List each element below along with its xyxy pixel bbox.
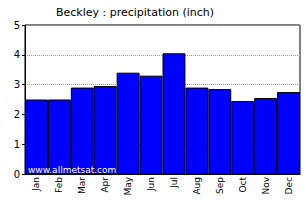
svg-text:Sep: Sep xyxy=(215,177,225,194)
svg-text:2: 2 xyxy=(14,109,20,120)
svg-text:0: 0 xyxy=(14,169,20,180)
svg-text:Dec: Dec xyxy=(284,177,294,194)
svg-text:Nov: Nov xyxy=(261,176,271,194)
svg-text:Beckley : precipitation (inch): Beckley : precipitation (inch) xyxy=(56,6,214,19)
svg-text:www.allmetsat.com: www.allmetsat.com xyxy=(28,165,116,175)
svg-text:Oct: Oct xyxy=(238,177,248,193)
svg-text:Apr: Apr xyxy=(100,177,110,193)
svg-text:4: 4 xyxy=(14,49,20,60)
svg-text:1: 1 xyxy=(14,139,20,150)
svg-text:Jun: Jun xyxy=(146,177,156,192)
svg-text:May: May xyxy=(123,176,133,195)
svg-text:Jan: Jan xyxy=(31,177,41,192)
svg-text:5: 5 xyxy=(14,20,20,31)
svg-text:Jul: Jul xyxy=(169,177,179,189)
svg-text:Aug: Aug xyxy=(192,177,202,195)
svg-text:Mar: Mar xyxy=(77,177,87,194)
svg-text:Feb: Feb xyxy=(54,177,64,193)
svg-text:3: 3 xyxy=(14,79,20,90)
